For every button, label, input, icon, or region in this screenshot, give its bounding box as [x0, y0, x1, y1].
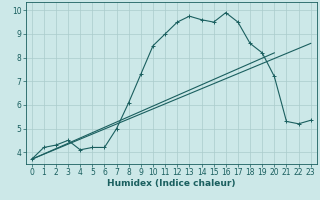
X-axis label: Humidex (Indice chaleur): Humidex (Indice chaleur) [107, 179, 236, 188]
